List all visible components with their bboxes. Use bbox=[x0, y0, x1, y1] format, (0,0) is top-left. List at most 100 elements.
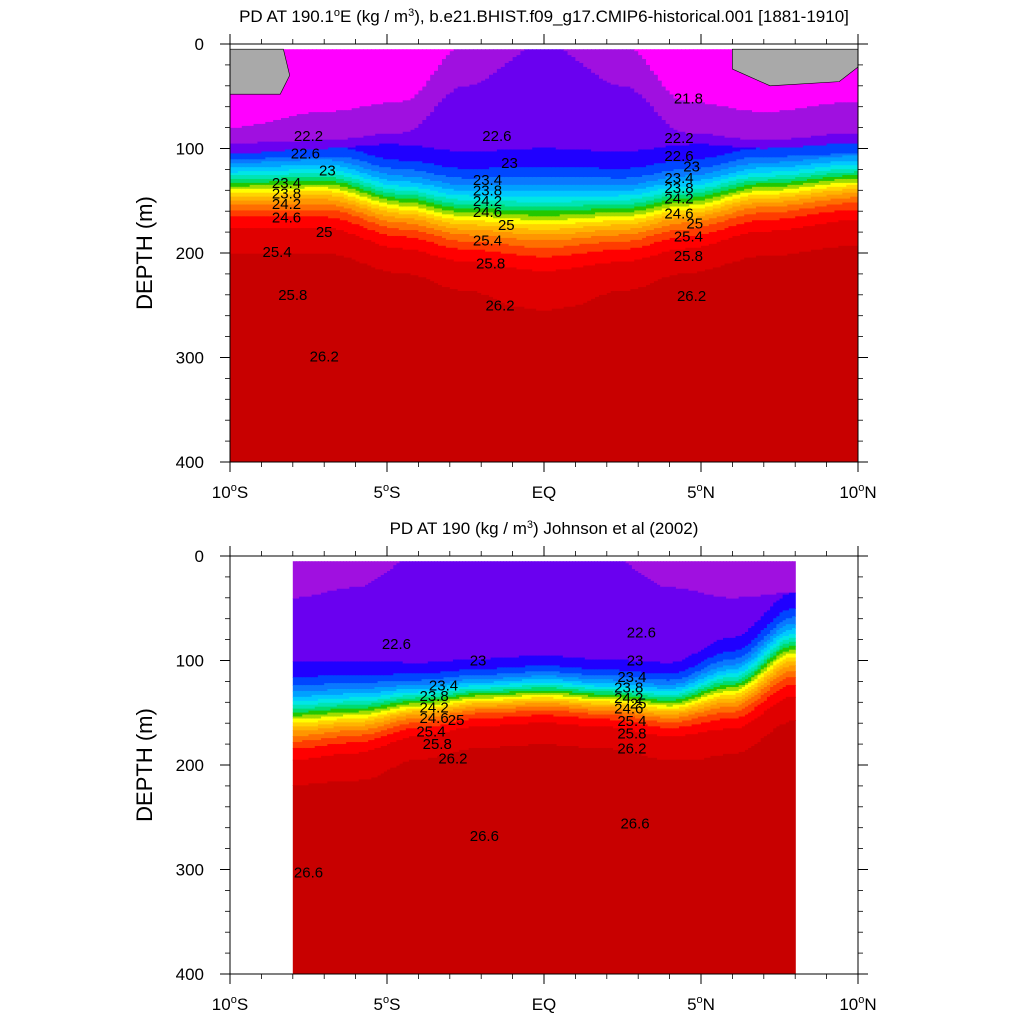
density-cell bbox=[775, 139, 781, 149]
density-cell bbox=[579, 210, 584, 215]
density-cell bbox=[724, 210, 730, 215]
density-cell bbox=[457, 241, 463, 251]
density-cell bbox=[408, 692, 413, 696]
density-cell bbox=[842, 153, 847, 156]
density-cell bbox=[241, 175, 247, 180]
density-cell bbox=[653, 214, 659, 219]
density-cell bbox=[333, 738, 338, 745]
density-cell bbox=[516, 49, 522, 56]
density-cell bbox=[465, 178, 471, 186]
density-cell bbox=[273, 175, 278, 180]
density-cell bbox=[771, 178, 777, 184]
density-cell bbox=[489, 263, 494, 298]
density-cell bbox=[333, 708, 338, 714]
density-cell bbox=[477, 184, 482, 192]
density-cell bbox=[806, 202, 812, 210]
density-cell bbox=[516, 224, 522, 229]
density-cell bbox=[230, 192, 235, 198]
density-cell bbox=[610, 224, 616, 231]
density-cell bbox=[355, 708, 360, 714]
density-cell bbox=[443, 694, 448, 698]
density-cell bbox=[500, 561, 504, 659]
density-cell bbox=[524, 210, 529, 215]
density-cell bbox=[489, 190, 494, 198]
density-cell bbox=[512, 677, 517, 682]
density-cell bbox=[355, 730, 360, 737]
density-cell bbox=[292, 253, 298, 462]
density-cell bbox=[850, 155, 855, 162]
density-cell bbox=[595, 196, 600, 202]
density-cell bbox=[732, 206, 737, 213]
density-cell bbox=[457, 86, 463, 153]
density-cell bbox=[292, 184, 298, 190]
density-cell bbox=[230, 163, 235, 168]
density-cell bbox=[296, 176, 302, 182]
density-cell bbox=[520, 167, 525, 178]
density-cell bbox=[374, 578, 379, 663]
density-cell bbox=[261, 123, 266, 143]
density-cell bbox=[257, 253, 262, 462]
density-cell bbox=[398, 102, 404, 135]
density-cell bbox=[320, 184, 325, 188]
density-cell bbox=[642, 232, 647, 239]
density-cell bbox=[803, 251, 808, 462]
density-cell bbox=[363, 173, 368, 180]
density-cell bbox=[563, 224, 569, 229]
density-cell bbox=[430, 112, 435, 149]
density-cell bbox=[583, 66, 588, 151]
density-cell bbox=[424, 673, 429, 680]
density-cell bbox=[512, 708, 517, 714]
density-cell bbox=[516, 202, 522, 208]
density-cell bbox=[383, 675, 388, 682]
density-cell bbox=[308, 165, 314, 170]
density-cell bbox=[449, 704, 454, 708]
density-cell bbox=[716, 180, 722, 186]
density-cell bbox=[740, 224, 745, 235]
density-cell bbox=[468, 700, 473, 706]
density-cell bbox=[595, 235, 600, 245]
density-cell bbox=[339, 698, 344, 704]
density-cell bbox=[361, 734, 366, 743]
density-cell bbox=[304, 198, 310, 206]
density-cell bbox=[402, 190, 408, 196]
density-cell bbox=[233, 192, 239, 198]
density-cell bbox=[728, 161, 733, 168]
density-cell bbox=[767, 190, 773, 196]
density-cell bbox=[732, 192, 737, 196]
density-cell bbox=[661, 171, 667, 180]
density-cell bbox=[339, 781, 344, 974]
density-cell bbox=[755, 190, 761, 196]
density-cell bbox=[333, 590, 338, 663]
density-cell bbox=[504, 214, 510, 219]
density-cell bbox=[540, 202, 545, 208]
density-cell bbox=[230, 200, 235, 206]
density-cell bbox=[795, 192, 800, 196]
density-cell bbox=[826, 143, 832, 156]
density-cell bbox=[484, 659, 489, 670]
density-cell bbox=[371, 145, 376, 156]
density-cell bbox=[343, 736, 347, 745]
density-cell bbox=[314, 661, 319, 678]
density-cell bbox=[520, 233, 525, 241]
density-cell bbox=[430, 716, 435, 722]
density-cell bbox=[520, 184, 525, 192]
density-cell bbox=[512, 233, 518, 239]
density-cell bbox=[649, 190, 655, 198]
density-cell bbox=[469, 200, 474, 206]
density-cell bbox=[379, 198, 384, 204]
density-cell bbox=[317, 706, 322, 712]
density-cell bbox=[493, 675, 498, 680]
density-cell bbox=[634, 259, 639, 290]
density-cell bbox=[295, 726, 300, 731]
density-cell bbox=[418, 702, 423, 708]
density-cell bbox=[324, 112, 329, 141]
density-cell bbox=[508, 61, 514, 151]
density-cell bbox=[443, 732, 448, 757]
density-cell bbox=[449, 239, 455, 249]
density-cell bbox=[524, 196, 529, 204]
density-cell bbox=[412, 736, 416, 761]
density-cell bbox=[854, 220, 858, 247]
density-cell bbox=[512, 696, 517, 700]
density-cell bbox=[452, 751, 457, 974]
density-cell bbox=[446, 706, 451, 712]
